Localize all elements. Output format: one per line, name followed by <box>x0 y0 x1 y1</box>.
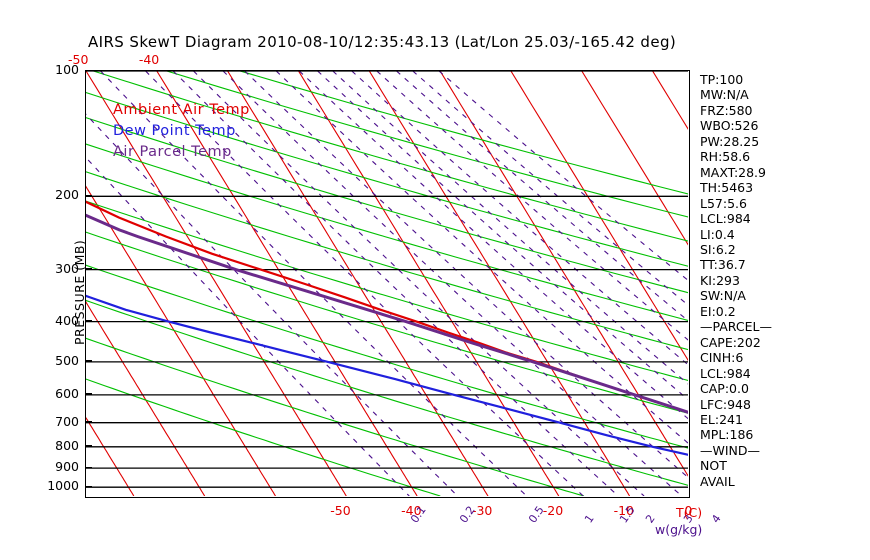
index-row-26: AVAIL <box>700 473 735 489</box>
index-row-24: —WIND— <box>700 442 761 458</box>
index-row-15: EI:0.2 <box>700 303 736 319</box>
pressure-tickmark-400 <box>85 320 92 322</box>
index-row-13: KI:293 <box>700 272 740 288</box>
index-row-16: —PARCEL— <box>700 319 772 335</box>
pressure-tick-300: 300 <box>55 260 79 276</box>
index-row-8: L57:5.6 <box>700 195 747 211</box>
top-temp-tick--50: -50 <box>68 52 89 67</box>
legend-dew-point-temp: Dew Point Temp <box>113 123 236 139</box>
pressure-tick-400: 400 <box>55 312 79 328</box>
x-axis-label-mixing-ratio: w(g/kg) <box>655 522 703 537</box>
pressure-tick-1000: 1000 <box>47 478 79 494</box>
pressure-tickmark-600 <box>85 393 92 395</box>
skewt-plot-area <box>85 70 690 498</box>
index-row-23: MPL:186 <box>700 427 754 443</box>
skewt-grid-and-curves <box>86 71 688 496</box>
pressure-tickmark-200 <box>85 194 92 197</box>
index-row-5: RH:58.6 <box>700 149 751 165</box>
index-row-9: LCL:984 <box>700 211 751 227</box>
bottom-temp-tick--40: -40 <box>401 503 422 518</box>
pressure-tickmark-1000 <box>85 485 92 488</box>
mixing-ratio-tick-1: 1 <box>582 512 597 526</box>
index-row-10: LI:0.4 <box>700 226 735 242</box>
pressure-tickmark-700 <box>85 421 92 423</box>
index-row-6: MAXT:28.9 <box>700 164 766 180</box>
bottom-temp-tick-0: 0 <box>684 503 693 518</box>
index-row-17: CAPE:202 <box>700 334 761 350</box>
index-row-22: EL:241 <box>700 411 743 427</box>
y-axis-label: PRESSURE (MB) <box>72 239 87 345</box>
pressure-tick-700: 700 <box>55 413 79 429</box>
pressure-tick-200: 200 <box>55 187 79 203</box>
legend-ambient-air-temp: Ambient Air Temp <box>113 102 250 118</box>
top-temp-tick--40: -40 <box>138 52 160 67</box>
legend-air-parcel-temp: Air Parcel Temp <box>113 144 232 160</box>
index-row-7: TH:5463 <box>700 180 754 196</box>
pressure-tick-900: 900 <box>55 459 79 475</box>
index-row-18: CINH:6 <box>700 350 744 366</box>
index-row-1: MW:N/A <box>700 87 749 103</box>
index-row-20: CAP:0.0 <box>700 381 749 397</box>
index-row-21: LFC:948 <box>700 396 751 412</box>
pressure-tick-500: 500 <box>55 352 79 368</box>
pressure-tickmark-100 <box>85 69 92 71</box>
pressure-tick-600: 600 <box>55 385 79 401</box>
pressure-tick-100: 100 <box>55 62 79 77</box>
mixing-ratio-tick-4: 4 <box>708 512 724 526</box>
index-row-11: SI:6.2 <box>700 241 736 257</box>
pressure-tickmark-900 <box>85 466 92 469</box>
index-row-0: TP:100 <box>700 72 744 87</box>
pressure-tickmark-500 <box>85 360 92 362</box>
index-row-14: SW:N/A <box>700 288 746 304</box>
index-row-3: WBO:526 <box>700 118 759 134</box>
x-axis-label-temperature: T(C) <box>676 505 703 520</box>
bottom-temp-tick--30: -30 <box>471 503 493 518</box>
index-row-19: LCL:984 <box>700 365 751 381</box>
bottom-temp-tick--50: -50 <box>330 503 351 518</box>
stability-indices-panel: TP:100 MW:N/A FRZ:580 WBO:526 PW:28.25 RH:58.… <box>700 72 860 489</box>
pressure-tickmark-300 <box>85 268 92 270</box>
index-row-25: NOT <box>700 458 727 474</box>
index-row-4: PW:28.25 <box>700 133 760 149</box>
pressure-tickmark-800 <box>85 445 92 447</box>
index-row-2: FRZ:580 <box>700 102 753 118</box>
index-row-12: TT:36.7 <box>700 257 746 273</box>
bottom-temp-tick--20: -20 <box>542 503 564 518</box>
bottom-temp-tick--10: -10 <box>613 503 635 518</box>
page-title: AIRS SkewT Diagram 2010-08-10/12:35:43.1… <box>88 33 677 51</box>
pressure-tick-800: 800 <box>55 437 79 453</box>
